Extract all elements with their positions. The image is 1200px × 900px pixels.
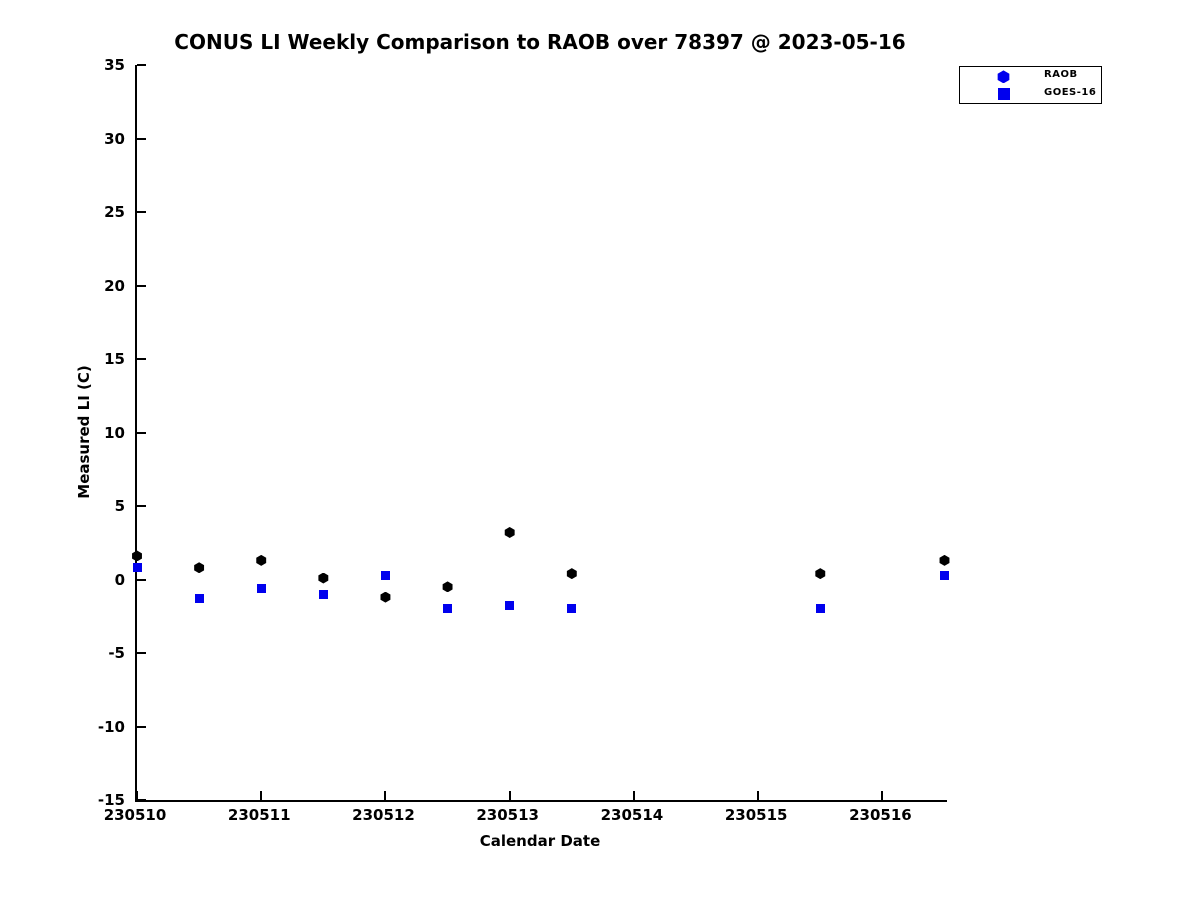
data-point-raob	[815, 568, 826, 580]
y-tick	[137, 211, 146, 213]
x-tick	[384, 791, 387, 800]
data-point-raob	[442, 581, 453, 593]
x-tick	[757, 791, 760, 800]
x-tick	[136, 791, 138, 800]
legend-label: GOES-16	[1044, 86, 1097, 98]
data-point-raob	[504, 526, 515, 538]
data-point-goes16	[194, 594, 204, 604]
data-point-raob	[380, 591, 391, 603]
y-tick	[137, 505, 146, 507]
legend-item-raob: RAOB	[960, 68, 1101, 84]
x-tick-label: 230510	[103, 806, 167, 824]
x-tick-label: 230513	[476, 806, 539, 824]
x-tick-label: 230515	[724, 806, 788, 824]
y-tick-label: 5	[114, 497, 125, 515]
data-point-raob	[939, 554, 950, 566]
plot-area	[132, 64, 950, 802]
y-axis-label: Measured LI (C)	[75, 365, 93, 499]
data-point-goes16	[567, 604, 577, 614]
legend-label: RAOB	[1044, 69, 1078, 81]
square-icon	[998, 87, 1010, 100]
data-point-goes16	[256, 583, 266, 593]
y-tick-label: -5	[108, 644, 125, 662]
x-tick	[508, 791, 511, 800]
data-point-goes16	[318, 589, 328, 599]
x-tick-label: 230512	[352, 806, 415, 824]
data-point-goes16	[815, 604, 825, 614]
y-tick	[137, 578, 146, 581]
y-tick-label: 20	[104, 276, 125, 295]
y-tick-label: 35	[104, 56, 125, 74]
y-tick	[137, 137, 146, 140]
y-tick-label: 25	[104, 203, 125, 221]
data-point-goes16	[443, 604, 453, 614]
x-tick	[632, 791, 635, 800]
y-tick-label: 10	[104, 423, 125, 442]
data-point-goes16	[380, 570, 390, 580]
x-tick	[260, 791, 263, 800]
data-point-raob	[318, 572, 329, 584]
chart-title: CONUS LI Weekly Comparison to RAOB over …	[174, 30, 906, 54]
y-tick	[137, 799, 146, 801]
data-point-goes16	[132, 563, 142, 573]
y-tick	[137, 358, 146, 360]
data-point-goes16	[940, 570, 949, 580]
data-point-goes16	[505, 601, 515, 611]
x-tick-label: 230511	[227, 806, 291, 824]
y-tick-label: 0	[114, 570, 125, 589]
y-tick-label: -10	[97, 717, 125, 736]
x-tick	[881, 791, 884, 800]
y-tick	[137, 431, 146, 434]
x-axis-label: Calendar Date	[479, 832, 601, 850]
legend-item-goes16: GOES-16	[960, 86, 1101, 102]
y-tick-label: 30	[104, 129, 125, 148]
data-point-raob	[194, 562, 205, 574]
legend: RAOB GOES-16	[959, 66, 1102, 104]
x-tick-label: 230516	[849, 806, 912, 824]
data-point-raob	[566, 568, 577, 580]
data-point-raob	[256, 554, 267, 566]
y-tick-label: 15	[104, 350, 125, 368]
y-tick-label: -15	[97, 791, 125, 809]
hexagon-icon	[997, 70, 1010, 84]
y-tick	[137, 725, 146, 728]
y-tick	[137, 652, 146, 654]
y-tick	[137, 64, 146, 66]
x-tick-label: 230514	[600, 806, 664, 824]
y-tick	[137, 284, 146, 287]
data-point-raob	[132, 550, 142, 562]
